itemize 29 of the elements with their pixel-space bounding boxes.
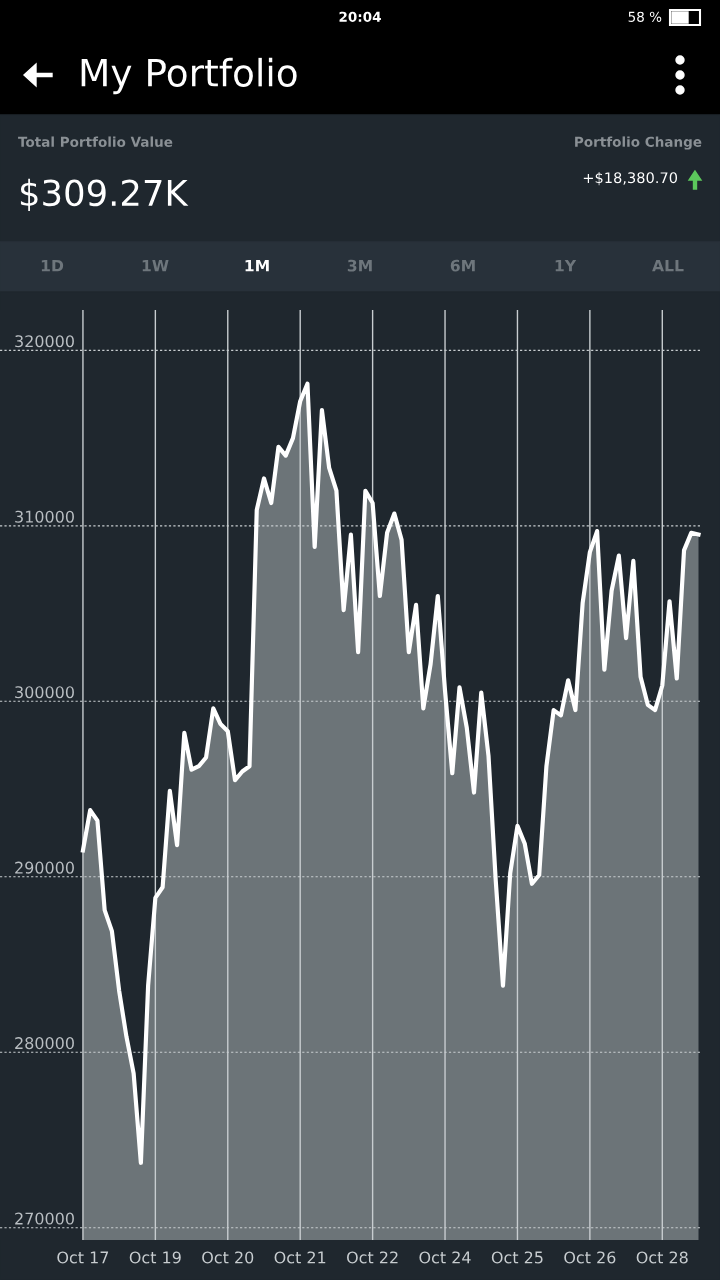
y-tick-label: 270000: [15, 1212, 74, 1225]
text: ALL: [652, 259, 684, 272]
x-tick-label: Oct 19: [129, 1251, 181, 1264]
text: Total Portfolio Value: [18, 136, 173, 147]
x-tick-label: Oct 28: [636, 1251, 688, 1264]
text: Portfolio Change: [575, 136, 702, 150]
text: 3M: [347, 259, 372, 272]
x-tick-label: Oct 24: [419, 1251, 471, 1264]
x-tick-label: Oct 26: [564, 1251, 616, 1264]
text: 1W: [142, 259, 169, 272]
x-tick-label: Oct 21: [274, 1251, 326, 1264]
text: +$18,380.70: [583, 171, 678, 186]
text: 6M: [450, 259, 475, 272]
x-tick-label: Oct 22: [347, 1251, 398, 1264]
x-tick-label: Oct 20: [202, 1251, 254, 1264]
text: 1D: [41, 259, 64, 272]
x-tick-label: Oct 25: [491, 1251, 543, 1264]
y-tick-label: 320000: [15, 335, 74, 348]
y-tick-label: 310000: [15, 510, 74, 523]
text: 58 %: [628, 11, 662, 22]
text: 1M: [245, 259, 269, 272]
x-tick-label: Oct 17: [57, 1251, 109, 1264]
text: 1Y: [555, 259, 577, 272]
y-tick-label: 300000: [15, 686, 74, 699]
y-tick-label: 280000: [15, 1037, 74, 1050]
text: $309.27K: [20, 178, 189, 211]
text: 20:04: [339, 11, 381, 22]
chart-title: My Portfolio: [81, 57, 297, 95]
y-tick-label: 290000: [15, 861, 74, 874]
